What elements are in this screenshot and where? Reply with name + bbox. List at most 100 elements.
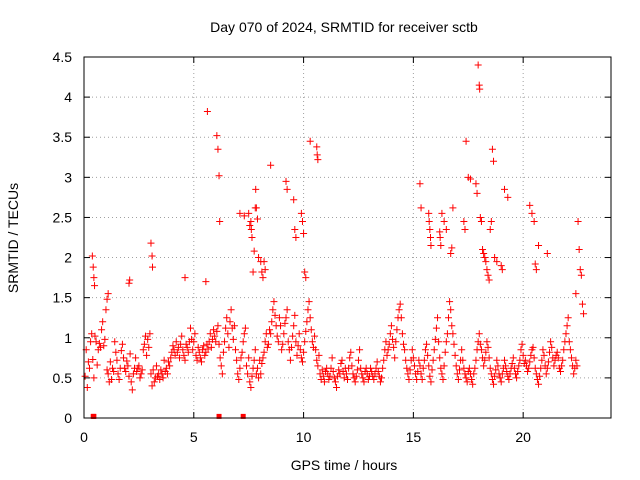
data-point [98,326,106,334]
data-point [104,290,112,298]
data-point [118,340,126,348]
data-point [392,338,400,346]
data-point [567,354,575,362]
data-point [576,266,584,274]
data-point [179,346,187,354]
data-point [530,217,538,225]
data-point [440,217,448,225]
data-point [286,356,294,364]
data-point [249,268,257,276]
data-point [313,356,321,364]
data-point [214,322,222,330]
data-point [383,351,391,359]
data-point [502,362,510,370]
data-point [532,266,540,274]
data-point [421,346,429,354]
data-point [293,351,301,359]
data-point [556,367,564,375]
data-point [210,326,218,334]
data-point [370,375,378,383]
data-point [149,263,157,271]
data-point [540,351,548,359]
gridlines [84,57,611,418]
data-point [501,356,509,364]
data-point [484,271,492,279]
data-point [543,364,551,372]
data-point [148,252,156,260]
data-point [406,366,414,374]
data-point [122,367,130,375]
data-point [311,332,319,340]
data-point [405,375,413,383]
data-point [267,161,275,169]
data-point [441,348,449,356]
data-point [91,282,99,290]
data-point [271,311,279,319]
data-point [493,258,501,266]
data-point [245,209,253,217]
data-point [543,250,551,258]
data-point [89,355,97,363]
data-point [547,338,555,346]
y-tick-label: 2.5 [53,209,73,225]
data-point [90,374,98,382]
data-point [283,185,291,193]
data-point [133,367,141,375]
data-point [462,374,470,382]
data-point [505,375,513,383]
data-point [425,209,433,217]
data-point [279,340,287,348]
data-point [351,378,359,386]
data-point [453,370,461,378]
data-point [480,250,488,258]
data-point [213,132,221,140]
data-point [481,254,489,262]
data-point [282,177,290,185]
data-point [420,356,428,364]
data-point [460,217,468,225]
data-point [107,375,115,383]
data-point [472,180,480,188]
data-point [173,348,181,356]
data-point [564,314,572,322]
y-tick-label: 0.5 [53,370,73,386]
x-tick-label: 0 [80,429,88,445]
data-point [514,367,522,375]
data-point [447,306,455,314]
data-point [393,326,401,334]
data-point [308,338,316,346]
data-point [178,332,186,340]
data-point [147,239,155,247]
data-point [313,143,321,151]
data-point [546,348,554,356]
data-point [438,209,446,217]
plot-frame [83,56,612,419]
data-point [196,354,204,362]
data-point [429,356,437,364]
data-point [290,196,298,204]
data-point [442,338,450,346]
data-point [181,356,189,364]
data-point [374,367,382,375]
data-point [347,348,355,356]
data-point [270,298,278,306]
data-point [491,372,499,380]
data-point [261,266,269,274]
data-point [258,359,266,367]
data-point [169,342,177,350]
data-point [424,351,432,359]
data-point [320,378,328,386]
data-point [529,343,537,351]
data-point [404,370,412,378]
data-point [157,366,165,374]
data-point [295,330,303,338]
data-point [530,354,538,362]
data-point [294,342,302,350]
data-point [572,290,580,298]
data-point [476,340,484,348]
data-point [305,298,313,306]
data-point [302,327,310,335]
data-point [148,382,156,390]
data-point [426,225,434,233]
data-point [501,185,509,193]
